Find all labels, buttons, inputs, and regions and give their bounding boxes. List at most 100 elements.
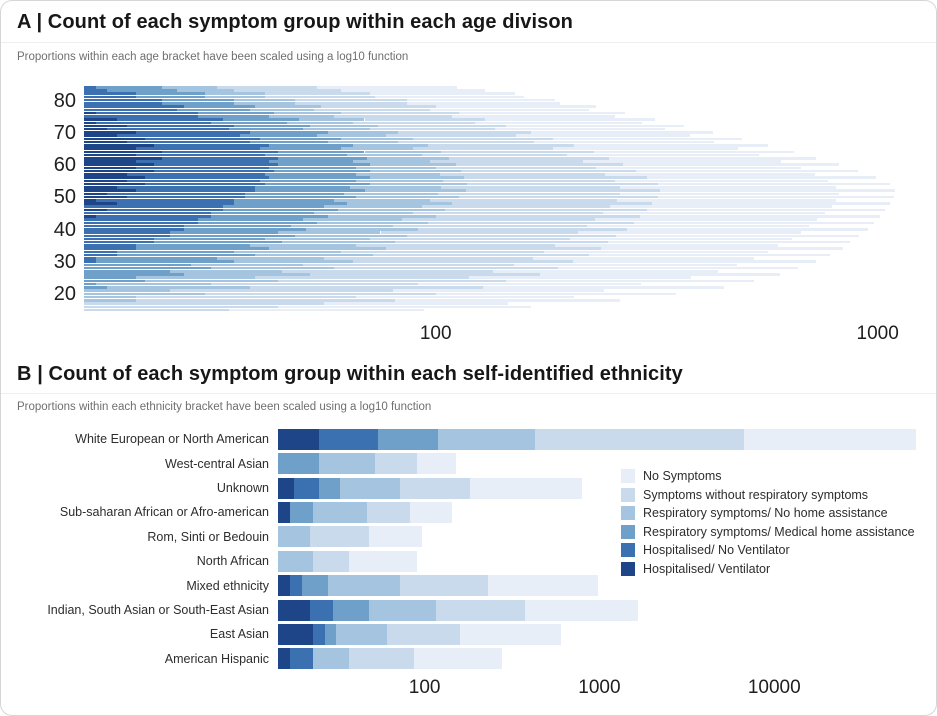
bar-segment xyxy=(636,169,859,173)
ethnicity-label: Mixed ethnicity xyxy=(186,578,269,593)
stacked-bar-row xyxy=(84,205,922,208)
stacked-bar-row xyxy=(84,95,922,99)
bar-segment xyxy=(306,228,418,231)
bar-segment xyxy=(136,95,205,99)
bar-segment xyxy=(494,127,666,131)
bar-segment xyxy=(198,221,318,225)
bar-segment xyxy=(84,127,107,131)
stacked-bar-row xyxy=(84,153,922,157)
bar-segment xyxy=(136,244,250,247)
bar-segment xyxy=(347,202,453,205)
bar-segment xyxy=(84,247,137,250)
bar-segment xyxy=(313,623,326,645)
stacked-bar-row xyxy=(84,115,922,118)
bar-segment xyxy=(513,263,737,267)
bar-segment xyxy=(534,140,715,144)
bar-segment xyxy=(452,202,653,205)
bar-segment xyxy=(552,137,743,141)
stacked-bar-row xyxy=(84,260,922,263)
stacked-bar-row xyxy=(278,501,922,523)
panel-a-plot-area xyxy=(84,86,922,312)
stacked-bar-row xyxy=(84,173,922,176)
bar-segment xyxy=(286,121,354,124)
bar-segment xyxy=(95,121,211,124)
bar-segment xyxy=(278,305,531,309)
bar-segment xyxy=(313,108,430,112)
bar-segment xyxy=(469,477,582,499)
bar-segment xyxy=(327,131,398,134)
bar-segment xyxy=(278,477,295,499)
bar-segment xyxy=(460,169,637,173)
stacked-bar-row xyxy=(84,137,922,141)
bar-segment xyxy=(334,266,558,270)
bar-segment xyxy=(290,575,303,597)
bar-segment xyxy=(84,205,223,208)
bar-segment xyxy=(84,234,170,237)
stacked-bar-row xyxy=(84,253,922,257)
bar-segment xyxy=(278,453,320,475)
bar-segment xyxy=(84,218,199,221)
stacked-bar-row xyxy=(84,199,922,202)
bar-segment xyxy=(353,144,428,147)
stacked-bar-row xyxy=(84,250,922,254)
bar-segment xyxy=(204,292,436,296)
bar-segment xyxy=(210,215,328,218)
bar-segment xyxy=(369,163,456,166)
bar-segment xyxy=(161,157,279,160)
bar-segment xyxy=(84,215,96,218)
stacked-bar-row xyxy=(84,163,922,166)
stacked-bar-row xyxy=(278,575,922,597)
bar-segment xyxy=(269,115,335,118)
age-axis-tick-label: 80 xyxy=(53,89,76,112)
bar-segment xyxy=(413,211,603,215)
bar-segment xyxy=(459,195,658,199)
bar-segment xyxy=(417,228,628,231)
bar-segment xyxy=(469,276,692,279)
bar-segment xyxy=(278,648,291,670)
bar-segment xyxy=(84,137,146,141)
bar-segment xyxy=(364,189,466,192)
stacked-bar-row xyxy=(84,237,922,241)
age-axis-tick-label: 30 xyxy=(53,250,76,273)
bar-segment xyxy=(255,189,365,192)
bar-segment xyxy=(145,182,265,186)
bar-segment xyxy=(84,150,162,154)
bar-segment xyxy=(116,253,255,257)
panel-b-subtitle: Proportions within each ethnicity bracke… xyxy=(17,401,432,413)
stacked-bar-row xyxy=(84,150,922,154)
bar-segment xyxy=(377,124,506,128)
bar-segment xyxy=(435,599,525,621)
stacked-bar-row xyxy=(84,192,922,196)
bar-segment xyxy=(204,95,265,99)
bar-segment xyxy=(464,176,648,179)
bar-segment xyxy=(106,208,223,212)
bar-segment xyxy=(84,253,117,257)
bar-segment xyxy=(95,257,218,260)
stacked-bar-row xyxy=(84,179,922,183)
bar-segment xyxy=(116,250,235,254)
bar-segment xyxy=(535,428,745,450)
bar-segment xyxy=(239,134,318,137)
bar-segment xyxy=(161,98,235,102)
bar-segment xyxy=(84,92,137,95)
bar-segment xyxy=(84,282,96,286)
bar-segment xyxy=(369,176,465,179)
stacked-bar-row xyxy=(278,623,922,645)
bar-segment xyxy=(269,176,370,179)
bar-segment xyxy=(435,166,596,170)
bar-segment xyxy=(623,163,839,166)
bar-segment xyxy=(421,153,567,157)
bar-segment xyxy=(136,92,205,95)
bar-segment xyxy=(210,266,335,270)
bar-segment xyxy=(244,195,356,199)
bar-segment xyxy=(217,257,325,260)
stacked-bar-row xyxy=(84,176,922,179)
bar-segment xyxy=(367,501,410,523)
ethnicity-label: Unknown xyxy=(216,481,269,495)
bar-segment xyxy=(317,134,386,137)
bar-segment xyxy=(84,179,127,183)
bar-segment xyxy=(369,182,468,186)
bar-segment xyxy=(309,599,334,621)
age-axis-tick-label: 40 xyxy=(53,218,76,241)
bar-segment xyxy=(106,89,178,92)
